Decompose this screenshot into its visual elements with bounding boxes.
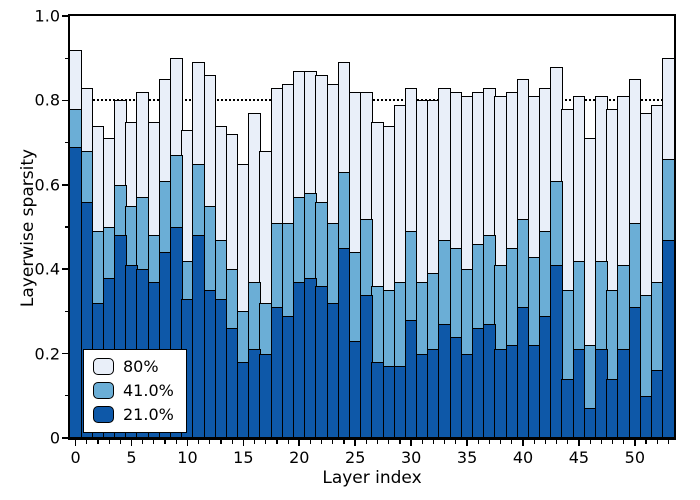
legend-swatch-icon <box>93 406 114 424</box>
x-tick-label: 5 <box>126 448 137 467</box>
x-minor-tick <box>253 440 256 444</box>
bar-segment-210-layer-45 <box>572 349 586 438</box>
legend-label: 80% <box>123 357 159 376</box>
x-minor-tick <box>108 440 110 444</box>
legend-label: 41.0% <box>123 381 174 401</box>
x-minor-tick <box>623 440 625 444</box>
x-minor-tick <box>287 440 289 444</box>
x-tick-label: 15 <box>233 448 254 467</box>
x-minor-tick <box>399 440 401 444</box>
x-minor-tick <box>209 440 211 444</box>
x-minor-tick <box>119 440 121 444</box>
y-minor-tick <box>64 395 68 397</box>
x-major-tick <box>130 440 133 446</box>
y-axis-title: Layerwise sparsity <box>18 148 38 308</box>
x-major-tick <box>578 440 580 446</box>
x-minor-tick <box>388 440 390 444</box>
x-tick-label: 30 <box>400 448 422 467</box>
x-tick-label: 35 <box>456 448 478 467</box>
x-minor-tick <box>511 440 513 444</box>
x-minor-tick <box>567 440 569 444</box>
x-tick-label: 10 <box>177 448 198 467</box>
x-major-tick <box>242 440 245 446</box>
y-minor-tick <box>64 310 68 312</box>
legend-row: 21.0% <box>93 405 174 424</box>
y-tick-label: 0.4 <box>34 259 60 279</box>
x-minor-tick <box>265 440 267 444</box>
x-minor-tick <box>500 440 502 444</box>
y-minor-tick <box>64 226 68 228</box>
x-major-tick <box>522 440 524 446</box>
x-minor-tick <box>231 440 233 444</box>
x-minor-tick <box>276 440 278 444</box>
x-minor-tick <box>86 440 88 444</box>
x-minor-tick <box>175 440 177 444</box>
x-minor-tick <box>589 440 591 444</box>
x-minor-tick <box>555 440 558 444</box>
legend-row: 41.0% <box>93 381 174 400</box>
x-minor-tick <box>645 440 647 444</box>
x-major-tick <box>634 440 636 446</box>
y-minor-tick <box>64 142 68 144</box>
y-tick-label: 1.0 <box>34 6 60 26</box>
x-minor-tick <box>220 440 222 444</box>
x-major-tick <box>186 440 189 446</box>
x-tick-label: 20 <box>289 448 310 467</box>
x-minor-tick <box>455 440 457 444</box>
x-minor-tick <box>321 440 323 444</box>
x-minor-tick <box>376 440 379 444</box>
x-major-tick <box>410 440 412 446</box>
bar-segment-210-layer-53 <box>662 239 675 438</box>
x-minor-tick <box>421 440 423 444</box>
x-tick-label: 25 <box>345 448 366 467</box>
x-minor-tick <box>656 440 658 444</box>
y-major-tick <box>62 15 68 17</box>
bar-segment-210-layer-43 <box>550 264 563 438</box>
x-minor-tick <box>365 440 367 444</box>
x-major-tick <box>354 440 357 446</box>
y-major-tick <box>62 437 68 439</box>
x-minor-tick <box>142 440 144 444</box>
x-minor-tick <box>198 440 200 444</box>
y-tick-label: 0 <box>49 428 60 448</box>
x-major-tick <box>298 440 301 446</box>
y-tick-label: 0.6 <box>34 175 60 195</box>
legend-row: 80% <box>93 357 174 376</box>
y-major-tick <box>62 268 68 270</box>
x-minor-tick <box>477 440 479 444</box>
y-major-tick <box>62 99 68 102</box>
legend-swatch-icon <box>93 358 114 376</box>
x-minor-tick <box>309 440 312 444</box>
x-minor-tick <box>533 440 535 444</box>
x-minor-tick <box>544 440 546 444</box>
y-tick-label: 0.2 <box>34 344 60 364</box>
x-minor-tick <box>332 440 334 444</box>
x-tick-label: 0 <box>70 448 81 467</box>
x-minor-tick <box>444 440 446 444</box>
x-minor-tick <box>432 440 435 444</box>
x-major-tick <box>466 440 468 446</box>
x-minor-tick <box>343 440 345 444</box>
legend-swatch-icon <box>93 382 114 400</box>
x-tick-label: 40 <box>512 448 534 467</box>
y-major-tick <box>62 352 68 355</box>
x-tick-label: 45 <box>568 448 590 467</box>
x-minor-tick <box>153 440 155 444</box>
x-minor-tick <box>164 440 166 444</box>
x-minor-tick <box>600 440 602 444</box>
y-minor-tick <box>64 57 68 59</box>
bar-segment-210-layer-50 <box>628 307 642 438</box>
x-minor-tick <box>611 440 614 444</box>
legend-label: 21.0% <box>123 405 174 425</box>
legend: 80% 41.0% 21.0% <box>83 349 187 433</box>
x-minor-tick <box>667 440 669 444</box>
y-major-tick <box>62 184 68 186</box>
x-minor-tick <box>488 440 491 444</box>
x-major-tick <box>74 440 77 446</box>
x-minor-tick <box>97 440 99 444</box>
y-tick-label: 0.8 <box>34 90 60 110</box>
x-tick-label: 50 <box>624 448 646 467</box>
x-axis-title: Layer index <box>322 468 422 488</box>
